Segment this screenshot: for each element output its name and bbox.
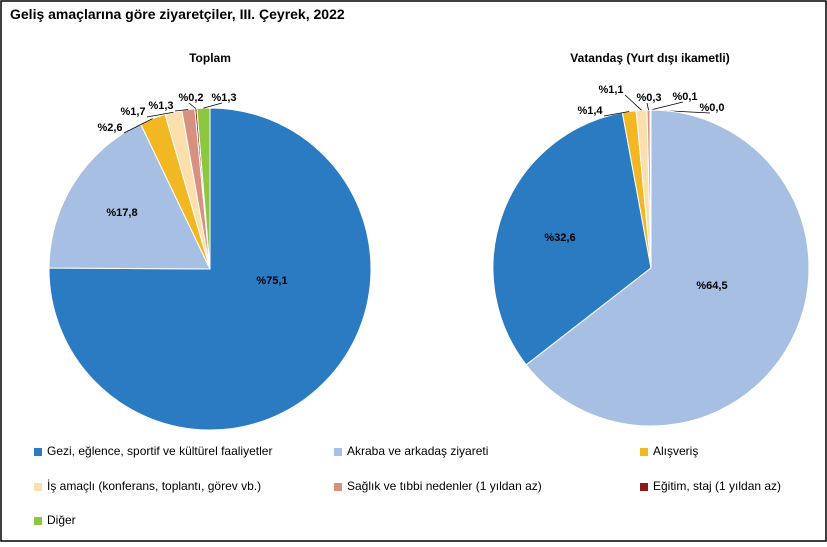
leader-line	[650, 101, 684, 111]
legend-swatch	[640, 483, 648, 491]
legend-swatch	[334, 483, 342, 491]
data-label: %2,6	[97, 122, 122, 134]
leader-line	[203, 102, 223, 109]
legend-label: Sağlık ve tıbbi nedenler (1 yıldan az)	[347, 479, 542, 493]
legend-label: Gezi, eğlence, sportif ve kültürel faali…	[47, 444, 272, 458]
data-label: %64,5	[696, 280, 727, 292]
leader-line	[603, 111, 630, 117]
data-label: %1,7	[120, 106, 145, 118]
leader-line	[188, 102, 197, 109]
pie-slice	[48, 107, 372, 431]
chart-title: Toplam	[189, 51, 231, 65]
data-label: %75,1	[256, 275, 287, 287]
data-label: %1,3	[148, 100, 173, 112]
leader-line	[146, 111, 174, 118]
data-label: %17,8	[106, 207, 137, 219]
legend-label: Alışveriş	[653, 444, 698, 458]
legend-label: Akraba ve arkadaş ziyareti	[347, 444, 488, 458]
legend-label: Eğitim, staj (1 yıldan az)	[653, 479, 781, 493]
data-label: %0,1	[672, 91, 697, 103]
data-label: %1,1	[598, 84, 623, 96]
page-title: Geliş amaçlarına göre ziyaretçiler, III.…	[10, 6, 345, 22]
leader-line	[174, 109, 189, 112]
data-label: %32,6	[544, 232, 575, 244]
legend-label: İş amaçlı (konferans, toplantı, görev vb…	[47, 479, 261, 493]
data-label: %1,3	[211, 92, 236, 104]
legend-swatch	[34, 483, 42, 491]
legend-swatch	[34, 448, 42, 456]
pie-slice	[492, 112, 652, 366]
data-label: %0,2	[178, 92, 203, 104]
legend-swatch	[640, 448, 648, 456]
legend-label: Diğer	[47, 513, 76, 527]
leader-line	[646, 102, 649, 111]
data-label: %0,0	[699, 102, 724, 114]
pie-slice	[525, 109, 810, 427]
leader-line	[624, 94, 642, 111]
chart-title: Vatandaş (Yurt dışı ikametli)	[570, 51, 729, 65]
legend-swatch	[34, 517, 42, 525]
leader-line	[123, 118, 153, 134]
data-label: %1,4	[577, 105, 603, 117]
data-label: %0,3	[636, 92, 661, 104]
legend-swatch	[334, 448, 342, 456]
